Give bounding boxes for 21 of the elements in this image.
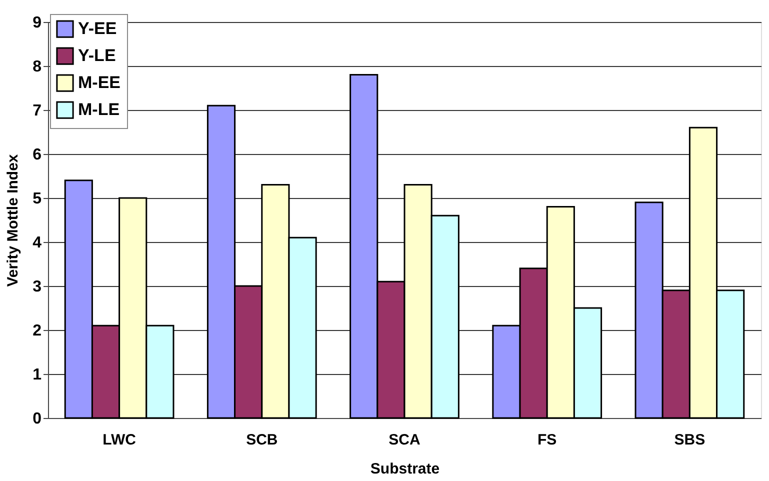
y-tick-label: 7 [32, 102, 42, 120]
legend-label: M-EE [78, 73, 120, 92]
y-tick-label: 4 [32, 234, 42, 252]
y-tick-label: 9 [32, 14, 42, 32]
x-tick-label: LWC [102, 432, 136, 448]
y-tick-label: 0 [32, 410, 42, 428]
legend-label: M-LE [78, 100, 120, 119]
x-axis-title: Substrate [370, 460, 440, 478]
x-tick-label: SCA [388, 432, 420, 448]
y-tick-label: 6 [32, 146, 42, 164]
x-tick-label: SCB [246, 432, 278, 448]
y-tick-label: 8 [32, 58, 42, 76]
y-tick-label: 1 [32, 366, 42, 384]
x-tick-label: SBS [674, 432, 706, 448]
y-tick-label: 3 [32, 278, 42, 296]
legend-label: Y-EE [78, 19, 117, 38]
legend-label: Y-LE [78, 46, 116, 65]
y-axis-title: Verity Mottle Index [4, 154, 22, 287]
x-tick-label: FS [538, 432, 557, 448]
y-tick-label: 5 [32, 190, 42, 208]
y-tick-label: 2 [32, 322, 42, 340]
